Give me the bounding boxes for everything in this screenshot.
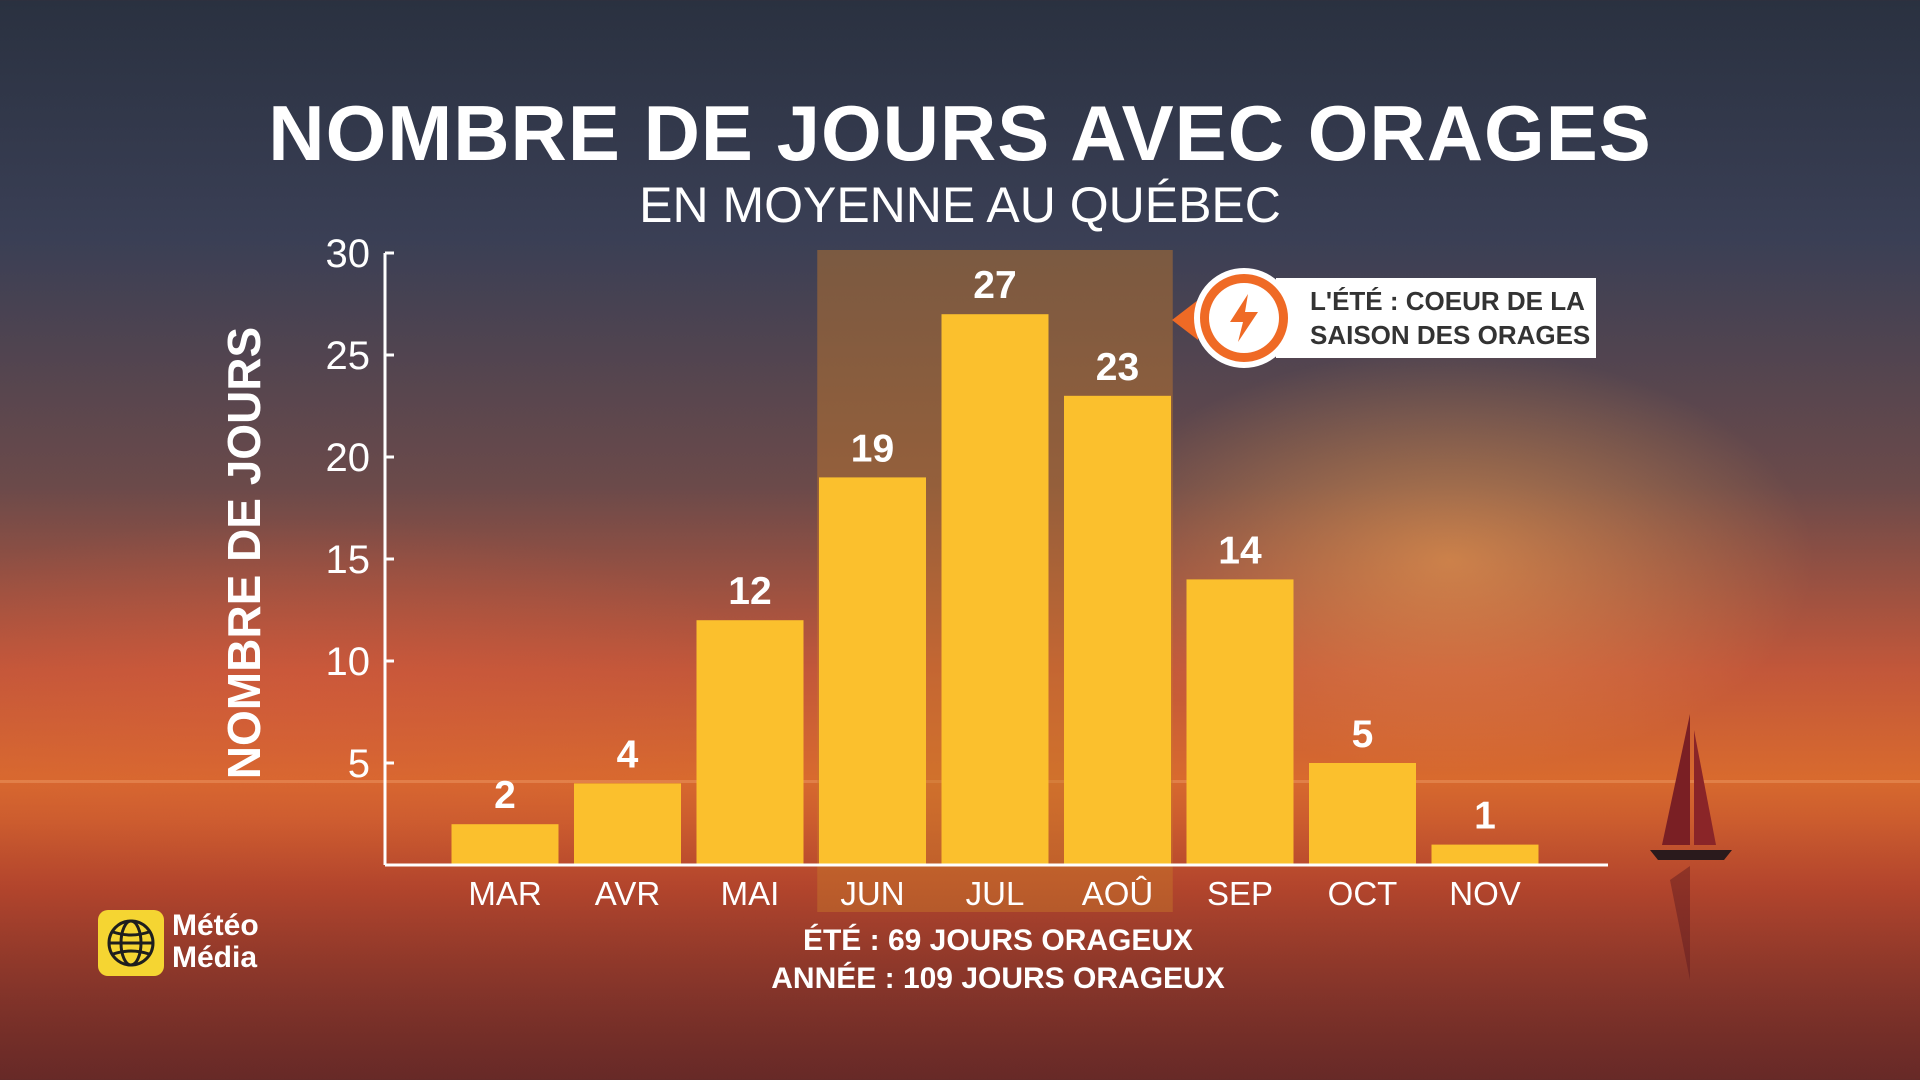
x-tick-label: AOÛ [1082,875,1154,912]
bar-sep [1186,579,1294,865]
x-tick-label: MAR [468,875,541,912]
chart-title: NOMBRE DE JOURS AVEC ORAGES [268,89,1652,177]
summary-footer: ÉTÉ : 69 JOURS ORAGEUX ANNÉE : 109 JOURS… [0,922,1920,998]
x-tick-label: NOV [1449,875,1521,912]
value-label: 5 [1352,713,1374,756]
logo-text: Météo Média [172,910,259,974]
value-label: 4 [617,733,639,776]
globe-icon [98,910,164,976]
logo-line-2: Média [172,941,258,974]
callout-line-1: L'ÉTÉ : COEUR DE LA [1310,286,1585,316]
callout-pointer [1172,300,1198,340]
value-label: 12 [728,570,771,613]
y-axis-label: NOMBRE DE JOURS [218,327,270,779]
value-label: 19 [851,427,894,470]
value-label: 1 [1474,795,1496,838]
callout-box: L'ÉTÉ : COEUR DE LA SAISON DES ORAGES [1276,278,1596,358]
bar-oct [1309,763,1416,865]
lightning-bolt-icon [1209,283,1279,353]
x-tick-label: AVR [595,875,660,912]
y-tick-label: 15 [326,538,371,582]
y-tick-label: 20 [326,436,371,480]
value-label: 2 [494,774,516,817]
value-label: 27 [973,264,1016,307]
x-tick-label: MAI [721,875,780,912]
y-tick-label: 5 [348,742,370,786]
x-tick-label: SEP [1207,875,1273,912]
bar-jun [819,477,926,865]
bar-aoû [1064,395,1171,865]
value-label: 23 [1096,346,1139,389]
y-tick-label: 10 [326,640,371,684]
bar-nov [1431,844,1539,865]
bar-mar [451,824,559,865]
x-tick-label: JUL [966,875,1025,912]
callout-line-2: SAISON DES ORAGES [1310,320,1591,350]
bar-avr [574,783,681,865]
logo-line-1: Météo [172,909,259,942]
y-tick-label: 25 [326,334,371,378]
x-tick-label: JUN [840,875,904,912]
bar-jul [941,314,1049,865]
bar-mai [696,620,804,865]
x-tick-label: OCT [1328,875,1398,912]
callout-badge [1194,268,1294,368]
y-tick-label: 30 [326,232,371,276]
value-label: 14 [1218,529,1262,572]
summary-summer: ÉTÉ : 69 JOURS ORAGEUX [802,924,1194,957]
sailboat-silhouette [1650,714,1732,980]
chart-subtitle: EN MOYENNE AU QUÉBEC [639,177,1281,233]
summary-year: ANNÉE : 109 JOURS ORAGEUX [771,962,1225,995]
meteomedia-logo: Météo Média [98,908,278,978]
